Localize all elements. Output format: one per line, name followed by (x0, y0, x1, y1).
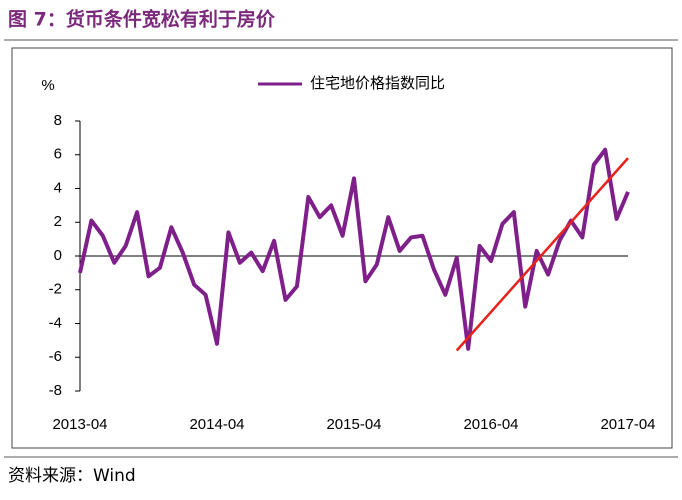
chart-frame (11, 47, 673, 449)
y-tick-label: -6 (49, 348, 62, 365)
x-tick-label: 2016-04 (463, 416, 518, 433)
y-tick-label: 0 (54, 247, 62, 264)
x-tick-label: 2013-04 (52, 416, 107, 433)
source-note: 资料来源：Wind (8, 466, 136, 486)
trend-line (455, 157, 629, 352)
y-tick-label: -2 (49, 281, 62, 298)
legend-label: 住宅地价格指数同比 (310, 75, 445, 92)
y-tick-label: 2 (54, 213, 62, 230)
y-tick-label: -4 (49, 314, 62, 331)
y-tick-label: 6 (54, 146, 62, 163)
page-title: 图 7：货币条件宽松有利于房价 (8, 8, 276, 31)
data-line (78, 147, 630, 351)
y-tick-label: 4 (54, 179, 62, 196)
y-axis-label: % (41, 77, 54, 94)
y-tick-label: -8 (49, 382, 62, 399)
x-tick-label: 2014-04 (189, 416, 244, 433)
x-tick-label: 2015-04 (326, 416, 381, 433)
plot: -8 -6 -4 -2 0 2 4 6 8 2013-04 2014-04 2015-04 2016-0… (49, 75, 656, 433)
x-tick-label: 2017-04 (600, 416, 655, 433)
y-tick-label: 8 (54, 112, 62, 129)
